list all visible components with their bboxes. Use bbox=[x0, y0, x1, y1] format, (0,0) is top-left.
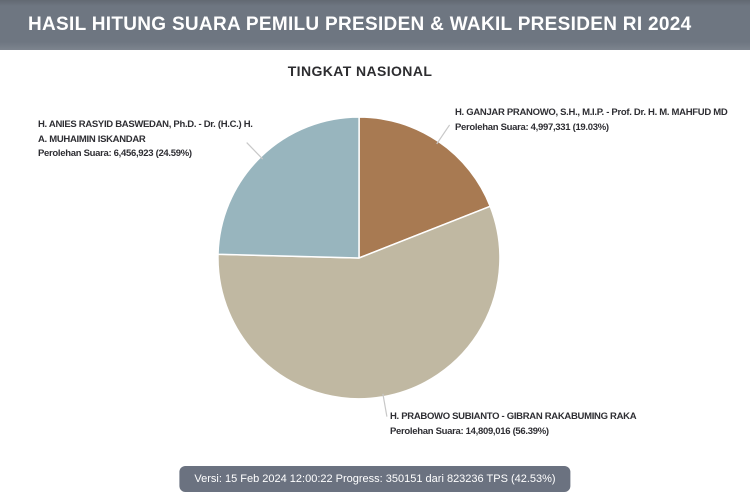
candidate-votes: Perolehan Suara: 14,809,016 (56.39%) bbox=[390, 425, 549, 437]
chart-title: TINGKAT NASIONAL bbox=[287, 63, 433, 79]
callout-ganjar-mahfud: H. GANJAR PRANOWO, S.H., M.I.P. - Prof. … bbox=[455, 106, 728, 135]
candidate-name: H. GANJAR PRANOWO, S.H., M.I.P. - Prof. … bbox=[455, 107, 728, 118]
status-badge: Versi: 15 Feb 2024 12:00:22 Progress: 35… bbox=[179, 466, 571, 492]
header-bar: HASIL HITUNG SUARA PEMILU PRESIDEN & WAK… bbox=[0, 0, 750, 50]
candidate-votes: Perolehan Suara: 6,456,923 (24.59%) bbox=[38, 148, 192, 159]
callout-anies-muhaimin: H. ANIES RASYID BASWEDAN, Ph.D. - Dr. (H… bbox=[38, 118, 253, 162]
page-title: HASIL HITUNG SUARA PEMILU PRESIDEN & WAK… bbox=[28, 14, 692, 35]
candidate-name: A. MUHAIMIN ISKANDAR bbox=[38, 133, 146, 145]
candidate-votes: Perolehan Suara: 4,997,331 (19.03%) bbox=[455, 121, 609, 133]
candidate-name: H. PRABOWO SUBIANTO - GIBRAN RAKABUMING … bbox=[390, 411, 637, 422]
leader-line-anies-muhaimin bbox=[246, 142, 264, 160]
leader-line-ganjar-mahfud bbox=[436, 124, 451, 145]
candidate-name: H. ANIES RASYID BASWEDAN, Ph.D. - Dr. (H… bbox=[38, 119, 253, 130]
callout-prabowo-gibran: H. PRABOWO SUBIANTO - GIBRAN RAKABUMING … bbox=[390, 410, 637, 439]
leader-line-prabowo-gibran bbox=[382, 393, 388, 417]
